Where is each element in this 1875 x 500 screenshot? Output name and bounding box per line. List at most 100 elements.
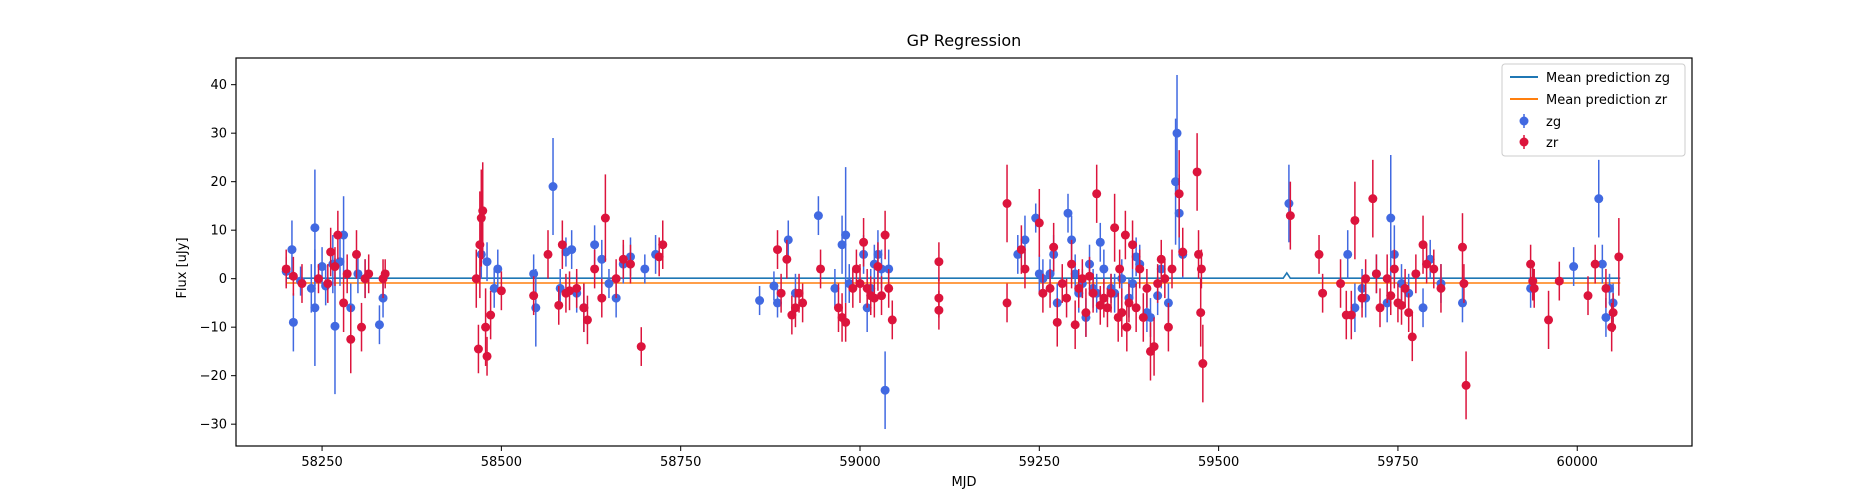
zr-point (869, 293, 879, 303)
zg-point (830, 283, 840, 293)
zr-point (529, 291, 539, 301)
zr-point (1077, 274, 1087, 284)
zr-point (1057, 279, 1067, 289)
zg-point (1099, 264, 1109, 274)
zr-point (1156, 254, 1166, 264)
zr-point (776, 288, 786, 298)
zg-point (1457, 298, 1467, 308)
zr-point (351, 249, 361, 259)
zr-point (1122, 322, 1132, 332)
zr-point (884, 283, 894, 293)
legend-marker-zr-icon (1519, 137, 1529, 147)
zr-point (590, 264, 600, 274)
zg-point (310, 223, 320, 233)
zr-point (1192, 167, 1202, 177)
y-tick-label: −10 (200, 321, 227, 336)
zr-point (1526, 259, 1536, 269)
zg-point (1131, 252, 1141, 262)
zr-point (1178, 247, 1188, 257)
zr-point (1020, 264, 1030, 274)
zr-point (1081, 308, 1091, 318)
zr-point (482, 351, 492, 361)
zr-point (1459, 279, 1469, 289)
zr-point (625, 259, 635, 269)
zr-point (1131, 303, 1141, 313)
zg-point (1601, 312, 1611, 322)
zg-point (1095, 237, 1105, 247)
zg-point (604, 279, 614, 289)
zr-point (1590, 259, 1600, 269)
zr-point (1400, 283, 1410, 293)
legend-label-zr-mean: Mean prediction zr (1546, 93, 1668, 108)
zr-point (1196, 308, 1206, 318)
zr-point (934, 293, 944, 303)
zg-point (1284, 199, 1294, 208)
zr-point (787, 310, 797, 320)
zr-point (877, 291, 887, 301)
zg-point (493, 264, 503, 274)
zr-point (841, 317, 851, 327)
x-axis: 58250 58500 58750 59000 59250 59500 59750 60000 (301, 446, 1598, 470)
zr-point (1002, 298, 1012, 308)
zr-point (873, 262, 883, 272)
zg-point (330, 321, 340, 331)
zr-point (481, 322, 491, 332)
x-tick-label: 60000 (1557, 455, 1598, 470)
zr-point (636, 342, 646, 352)
zr-point (1052, 317, 1062, 327)
zr-point (1198, 359, 1208, 369)
zg-point (837, 240, 847, 250)
zr-point (1554, 276, 1564, 286)
x-tick-label: 59750 (1377, 455, 1418, 470)
zr-point (1124, 298, 1134, 308)
zr-point (1038, 288, 1048, 298)
zg-point (1171, 177, 1181, 187)
y-tick-label: 40 (210, 78, 227, 93)
zr-point (773, 245, 783, 255)
zg-point (1128, 279, 1138, 289)
zr-point (357, 322, 367, 332)
zr-point (1457, 242, 1467, 252)
zr-point (1174, 189, 1184, 199)
y-tick-label: 30 (210, 127, 227, 142)
zg-point (489, 283, 499, 293)
zr-point (1117, 308, 1127, 318)
x-tick-label: 58250 (301, 455, 342, 470)
zr-point (1160, 274, 1170, 284)
zr-point (496, 286, 506, 296)
zr-point (851, 264, 861, 274)
zr-point (342, 269, 352, 279)
zr-point (323, 279, 333, 289)
zr-point (579, 303, 589, 313)
zg-point (310, 303, 320, 313)
zr-point (1138, 312, 1148, 322)
zr-point (1583, 291, 1593, 301)
zr-point (326, 247, 336, 257)
zr-point (1142, 283, 1152, 293)
series-zr (281, 133, 1624, 420)
x-tick-label: 58500 (481, 455, 522, 470)
zr-point (1429, 264, 1439, 274)
zr-point (1120, 230, 1130, 240)
zr-point (297, 279, 307, 289)
legend-label-zr: zr (1546, 136, 1559, 151)
zr-point (848, 283, 858, 293)
zr-point (313, 274, 323, 284)
legend-label-zg: zg (1546, 115, 1561, 130)
zr-point (1115, 264, 1125, 274)
zr-point (1422, 259, 1432, 269)
y-tick-label: 0 (219, 272, 227, 287)
zr-point (1149, 342, 1159, 352)
zg-point (306, 283, 316, 293)
zr-point (554, 300, 564, 310)
zr-point (1382, 274, 1392, 284)
zr-point (346, 334, 356, 344)
zg-point (1063, 208, 1073, 218)
zr-point (1106, 288, 1116, 298)
zg-point (531, 303, 541, 313)
zg-point (769, 281, 779, 291)
legend-marker-zg-icon (1519, 116, 1529, 126)
y-axis: −30 −20 −10 0 10 20 30 40 (200, 78, 236, 433)
zr-point (473, 344, 483, 354)
zg-point (1145, 312, 1155, 322)
